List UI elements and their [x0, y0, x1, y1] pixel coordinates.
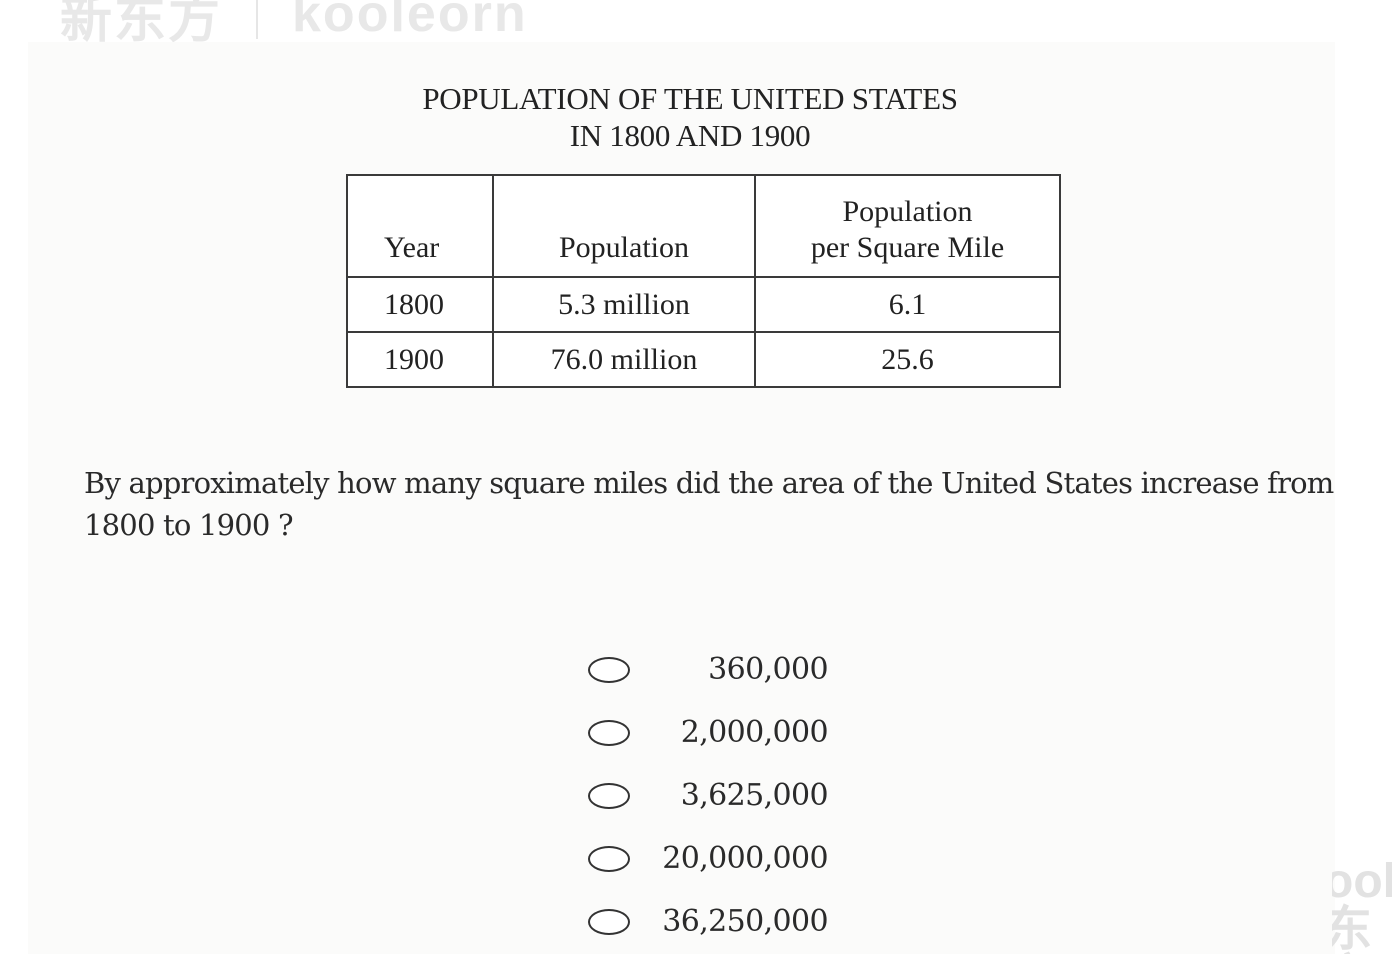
answer-option-c[interactable]: 3,625,000 [588, 764, 829, 827]
radio-button-icon[interactable] [588, 719, 630, 746]
answer-option-b[interactable]: 2,000,000 [588, 701, 829, 764]
header-density: Population per Square Mile [754, 174, 1061, 278]
table-title-line-2: IN 1800 AND 1900 [569, 118, 811, 153]
answer-label: 20,000,000 [662, 841, 828, 876]
header-year: Year [346, 174, 494, 278]
radio-button-icon[interactable] [588, 656, 630, 683]
population-table: Year Population Population per Square Mi… [346, 174, 1061, 388]
header-population: Population [492, 174, 756, 278]
answer-option-d[interactable]: 20,000,000 [588, 827, 829, 890]
answer-option-e[interactable]: 36,250,000 [588, 890, 829, 953]
answer-label: 3,625,000 [680, 778, 829, 813]
question-text: By approximately how many square miles d… [84, 466, 1334, 542]
header-density-line-2: per Square Mile [810, 231, 1005, 264]
answer-label: 36,250,000 [662, 904, 828, 939]
answer-choices: 360,000 2,000,000 3,625,000 20,000,000 3… [588, 638, 829, 953]
watermark-divider [256, 0, 259, 39]
watermark-brand-text: kooleorn [292, 0, 528, 42]
cell-year: 1800 [346, 276, 494, 333]
table-title: POPULATION OF THE UNITED STATES IN 1800 … [28, 80, 1388, 154]
radio-button-icon[interactable] [588, 782, 630, 809]
cell-population: 76.0 million [492, 331, 756, 388]
watermark-corner-text-2: 东方 [1332, 903, 1373, 954]
watermark-header: 新东方 kooleorn [60, 0, 528, 42]
cell-year: 1900 [346, 331, 494, 388]
cell-density: 6.1 [754, 276, 1061, 333]
watermark-corner: ool 东方 [1332, 858, 1392, 954]
answer-option-a[interactable]: 360,000 [588, 638, 829, 701]
table-row: 1900 76.0 million 25.6 [346, 331, 1061, 388]
header-density-line-1: Population [842, 195, 973, 228]
watermark-logo-text: 新东方 [60, 0, 223, 42]
answer-label: 360,000 [708, 652, 828, 687]
question-panel: POPULATION OF THE UNITED STATES IN 1800 … [28, 42, 1335, 954]
watermark-corner-text-1: ool [1332, 858, 1392, 908]
cell-density: 25.6 [754, 331, 1061, 388]
cell-population: 5.3 million [492, 276, 756, 333]
table-header-row: Year Population Population per Square Mi… [346, 174, 1061, 278]
answer-label: 2,000,000 [680, 715, 829, 750]
radio-button-icon[interactable] [588, 845, 630, 872]
table-row: 1800 5.3 million 6.1 [346, 276, 1061, 333]
radio-button-icon[interactable] [588, 908, 630, 935]
table-title-line-1: POPULATION OF THE UNITED STATES [422, 81, 958, 116]
